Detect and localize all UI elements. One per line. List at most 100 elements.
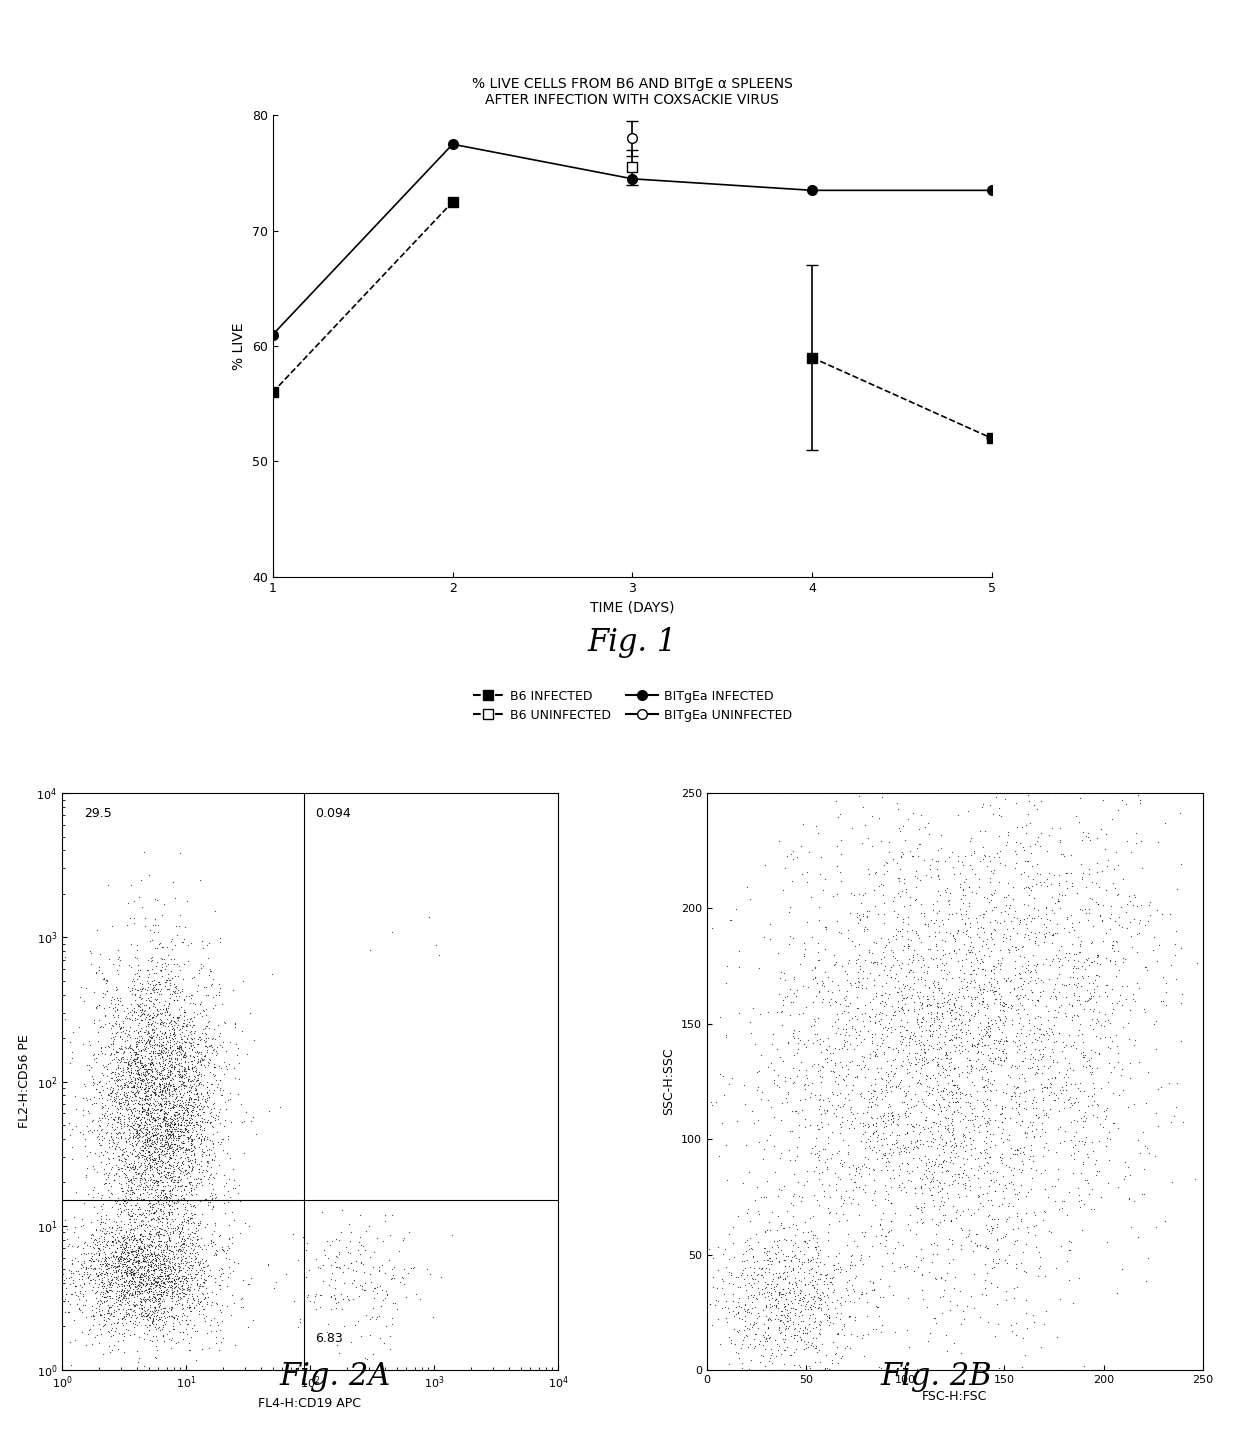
- Point: [820, 1306, 839, 1330]
- Point: [861, 1086, 880, 1109]
- Point: [153, 1054, 172, 1077]
- Point: [145, 1257, 165, 1280]
- Point: [143, 1252, 162, 1275]
- Point: [222, 1226, 242, 1249]
- Point: [887, 852, 906, 875]
- Point: [971, 1191, 991, 1214]
- Point: [175, 1073, 195, 1096]
- Point: [1068, 949, 1087, 972]
- Point: [376, 1315, 396, 1338]
- Point: [817, 1155, 837, 1178]
- Point: [139, 1280, 159, 1304]
- Point: [387, 1298, 407, 1321]
- Point: [1025, 969, 1045, 992]
- Point: [980, 867, 999, 890]
- Point: [738, 1285, 758, 1308]
- Point: [72, 1276, 92, 1299]
- Point: [145, 962, 165, 985]
- Point: [216, 1247, 236, 1270]
- Point: [175, 1268, 195, 1291]
- Point: [337, 1283, 357, 1306]
- Point: [784, 1296, 804, 1319]
- Point: [751, 1256, 771, 1279]
- Point: [138, 1193, 157, 1216]
- Point: [162, 1139, 182, 1162]
- Point: [109, 1037, 129, 1060]
- Point: [155, 1141, 175, 1164]
- Point: [100, 1084, 120, 1107]
- Point: [159, 1025, 179, 1048]
- Point: [128, 1069, 148, 1092]
- Point: [937, 1093, 957, 1116]
- Point: [176, 1118, 196, 1141]
- Point: [171, 1247, 191, 1270]
- Point: [264, 1276, 284, 1299]
- Point: [1079, 986, 1099, 1009]
- Point: [775, 1066, 795, 1089]
- Point: [179, 1110, 198, 1133]
- Point: [790, 1325, 810, 1348]
- Point: [94, 1246, 114, 1269]
- Point: [180, 1296, 200, 1319]
- Point: [180, 1125, 200, 1148]
- Point: [775, 1255, 795, 1278]
- Point: [105, 1218, 125, 1242]
- Point: [138, 986, 157, 1009]
- Point: [972, 1105, 992, 1128]
- Point: [148, 936, 167, 959]
- Point: [210, 1024, 229, 1047]
- Point: [184, 1094, 203, 1118]
- Point: [139, 1221, 159, 1244]
- Point: [154, 1058, 174, 1082]
- Point: [119, 1256, 139, 1279]
- Point: [1083, 930, 1102, 953]
- Point: [169, 1237, 188, 1260]
- Point: [384, 1292, 404, 1315]
- Point: [1018, 1221, 1038, 1244]
- Point: [125, 1067, 145, 1090]
- Point: [849, 1053, 869, 1076]
- Point: [110, 1138, 130, 1161]
- Point: [190, 1291, 210, 1314]
- Point: [164, 1244, 184, 1268]
- Point: [98, 1299, 118, 1322]
- Point: [61, 1259, 81, 1282]
- Point: [103, 1182, 123, 1206]
- Point: [996, 1174, 1016, 1197]
- Point: [808, 1162, 828, 1185]
- Point: [181, 1246, 201, 1269]
- Point: [129, 1242, 149, 1265]
- Point: [171, 1168, 191, 1191]
- Point: [967, 1105, 987, 1128]
- Point: [176, 1119, 196, 1142]
- Point: [1008, 937, 1028, 960]
- Point: [1004, 839, 1024, 862]
- Point: [184, 1099, 203, 1122]
- Point: [866, 1318, 885, 1341]
- Point: [200, 1086, 219, 1109]
- Point: [857, 966, 877, 989]
- Point: [129, 1279, 149, 1302]
- Point: [766, 1293, 786, 1317]
- Point: [108, 1005, 128, 1028]
- Point: [842, 1050, 862, 1073]
- Point: [170, 1099, 190, 1122]
- Point: [148, 1301, 167, 1324]
- Point: [1127, 895, 1147, 919]
- Point: [52, 1182, 72, 1206]
- Point: [873, 1285, 893, 1308]
- Point: [1083, 1071, 1102, 1094]
- Point: [149, 1227, 169, 1250]
- Point: [187, 1250, 207, 1273]
- Point: [830, 1210, 849, 1233]
- Point: [800, 1086, 820, 1109]
- Point: [114, 1246, 134, 1269]
- Point: [1089, 965, 1109, 988]
- Point: [129, 1270, 149, 1293]
- Point: [940, 1289, 960, 1312]
- Point: [890, 1032, 910, 1056]
- Point: [129, 1236, 149, 1259]
- Point: [202, 1129, 222, 1152]
- Point: [799, 1298, 818, 1321]
- Point: [153, 1171, 172, 1194]
